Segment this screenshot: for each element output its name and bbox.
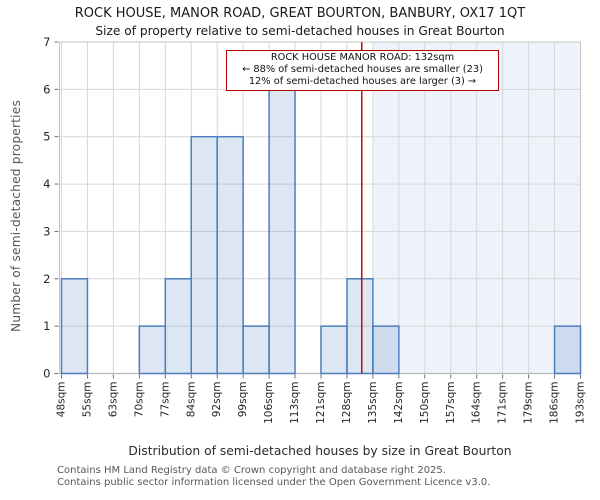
x-tick-label: 99sqm	[237, 382, 249, 418]
y-axis-title: Number of semi-detached properties	[9, 100, 23, 332]
x-tick-label: 84sqm	[185, 382, 197, 418]
chart-subtitle: Size of property relative to semi-detach…	[95, 24, 505, 38]
y-tick-label: 7	[43, 35, 50, 49]
property-annotation-box: ROCK HOUSE MANOR ROAD: 132sqm ← 88% of s…	[226, 50, 499, 92]
annotation-larger-stat: 12% of semi-detached houses are larger (…	[248, 76, 477, 88]
y-tick-label: 4	[43, 177, 50, 191]
x-tick-label: 164sqm	[471, 382, 483, 424]
histogram-bar	[216, 135, 244, 375]
x-tick-label: 106sqm	[263, 382, 275, 424]
x-tick-label: 171sqm	[497, 382, 509, 424]
x-tick-label: 157sqm	[445, 382, 457, 424]
copyright-line-1: Contains HM Land Registry data © Crown c…	[57, 465, 446, 476]
y-tick-label: 0	[43, 367, 50, 381]
x-tick-label: 179sqm	[523, 382, 535, 424]
annotation-property-size: ROCK HOUSE MANOR ROAD: 132sqm	[270, 52, 455, 63]
histogram-bar	[320, 325, 348, 375]
x-axis-title: Distribution of semi-detached houses by …	[128, 444, 512, 458]
y-tick-label: 2	[43, 272, 50, 286]
x-tick-label: 48sqm	[56, 382, 68, 418]
histogram-bar	[242, 325, 270, 375]
x-tick-label: 128sqm	[341, 382, 353, 424]
x-tick-label: 63sqm	[107, 382, 119, 418]
histogram-bar	[138, 325, 167, 375]
x-tick-label: 55sqm	[81, 382, 93, 418]
x-tick-label: 121sqm	[315, 382, 327, 424]
histogram-bar	[190, 135, 218, 375]
y-tick-label: 3	[43, 224, 50, 238]
histogram-bar	[346, 278, 374, 375]
annotation-smaller-stat: ← 88% of semi-detached houses are smalle…	[242, 64, 483, 76]
x-tick-label: 150sqm	[419, 382, 431, 424]
histogram-bar	[553, 325, 582, 375]
y-tick-label: 5	[43, 130, 50, 144]
x-tick-label: 113sqm	[289, 382, 301, 424]
y-tick-label: 6	[43, 82, 50, 96]
histogram-bar	[60, 278, 89, 375]
x-tick-label: 70sqm	[133, 382, 145, 418]
x-tick-label: 193sqm	[575, 382, 587, 424]
copyright-line-2: Contains public sector information licen…	[57, 477, 491, 488]
chart-title: ROCK HOUSE, MANOR ROAD, GREAT BOURTON, B…	[74, 6, 526, 21]
x-tick-label: 77sqm	[159, 382, 171, 418]
x-tick-label: 135sqm	[367, 382, 379, 424]
y-tick-label: 1	[43, 319, 50, 333]
x-tick-label: 186sqm	[549, 382, 561, 424]
histogram-bar	[268, 88, 296, 375]
x-tick-label: 92sqm	[211, 382, 223, 418]
x-tick-label: 142sqm	[393, 382, 405, 424]
histogram-bar	[372, 325, 400, 375]
histogram-bar	[164, 278, 193, 375]
